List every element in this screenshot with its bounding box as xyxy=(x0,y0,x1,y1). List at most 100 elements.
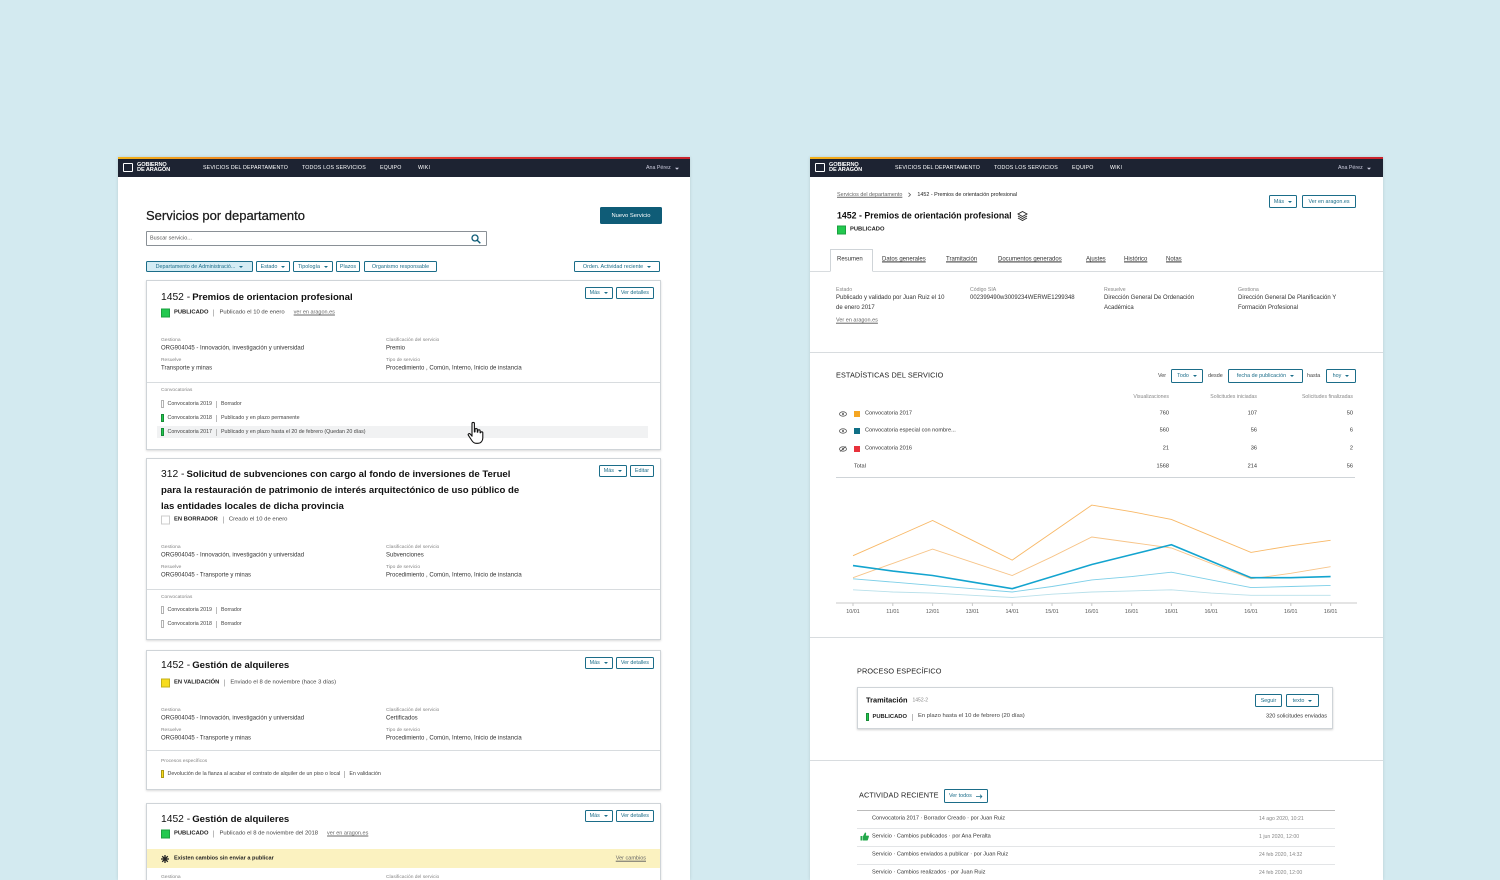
item-name: Convocatoria 2019 xyxy=(167,400,212,407)
x-tick-label: 16/01 xyxy=(1244,609,1258,615)
list-item[interactable]: Convocatoria 2019 Borrador xyxy=(161,400,242,408)
activity-text: Servicio · Cambios realizados · por Juan… xyxy=(872,869,986,876)
item-state: Publicado y en plazo hasta el 20 de febr… xyxy=(220,428,366,435)
nav-link[interactable]: SEVICIOS DEL DEPARTAMENTO xyxy=(203,164,288,171)
service-name: Solicitud de subvenciones con cargo al f… xyxy=(161,469,520,512)
x-tick-label: 15/01 xyxy=(1045,609,1059,615)
view-all-button[interactable]: Ver todos xyxy=(944,789,988,803)
breadcrumb-link[interactable]: Servicios del departamento xyxy=(837,191,903,198)
filter-select[interactable]: fecha de publicación xyxy=(1228,369,1303,383)
list-item[interactable]: Convocatoria 2018 Publicado y en plazo pe… xyxy=(161,414,300,422)
new-service-button[interactable]: Nuevo Servicio xyxy=(600,207,662,224)
filter-button[interactable]: Departamento de Administració... xyxy=(146,261,253,272)
service-number: 1452 - xyxy=(161,292,191,303)
user-menu[interactable]: Ana Pérez xyxy=(646,165,679,172)
card-button[interactable]: Más xyxy=(584,657,613,669)
banner-link[interactable]: Ver cambios xyxy=(615,855,646,862)
visibility-icon-part xyxy=(839,446,847,452)
logo-emblem xyxy=(815,163,825,172)
activity-date: 24 feb 2020, 12:00 xyxy=(1259,869,1303,876)
search-icon xyxy=(471,234,481,244)
list-item[interactable]: Convocatoria 2017 Publicado y en plazo ha… xyxy=(161,428,366,436)
logo: GOBIERNO DE ARAGÓN xyxy=(829,162,862,174)
card-actions: Más Ver detalles xyxy=(584,810,654,822)
follow-button[interactable]: Seguir xyxy=(1255,694,1282,707)
tab[interactable]: Documentos generados xyxy=(998,256,1062,263)
field-label: Resuelve xyxy=(161,565,182,571)
sort-button[interactable]: Orden. Actividad reciente xyxy=(574,261,660,272)
breadcrumb-current: 1452 - Premios de orientación profesiona… xyxy=(917,191,1018,198)
logo-line: GOBIERNO xyxy=(137,162,167,168)
nav-link[interactable]: EQUIPO xyxy=(1072,164,1094,171)
filter-button[interactable]: Organismo responsable xyxy=(364,261,437,272)
status-row: PUBLICADO xyxy=(837,225,884,235)
info-label: Gestiona xyxy=(1238,286,1259,293)
service-card: 312 - Solicitud de subvenciones con cargo… xyxy=(146,458,661,640)
series-swatch xyxy=(854,428,860,434)
status-label: EN BORRADOR xyxy=(174,516,218,523)
series-line xyxy=(852,589,1331,598)
card-button[interactable]: Más xyxy=(598,465,627,477)
card-button[interactable]: Ver detalles xyxy=(615,657,654,669)
service-card: 1452 - Premios de orientacion profesional… xyxy=(146,280,661,450)
separator xyxy=(911,713,913,721)
more-button[interactable]: Más xyxy=(1269,195,1297,208)
field-value: Procedimiento , Común, Interno, Inicio d… xyxy=(386,735,522,742)
tab[interactable]: Datos generales xyxy=(882,256,926,263)
list-item[interactable]: Convocatoria 2019 Borrador xyxy=(161,606,242,614)
visibility-icon-part xyxy=(839,411,847,417)
card-button[interactable]: Ver detalles xyxy=(615,287,654,299)
text-button[interactable]: texto xyxy=(1286,694,1319,707)
info-label: Código SIA xyxy=(970,286,997,293)
status-row: PUBLICADO Publicado el 8 de noviembre del… xyxy=(161,829,369,839)
nav-link[interactable]: WIKI xyxy=(1110,164,1123,171)
nav-link[interactable]: TODOS LOS SERVICIOS xyxy=(994,164,1058,171)
link[interactable]: ver en aragon.es xyxy=(327,830,369,837)
filter-select[interactable]: Todo xyxy=(1171,369,1203,383)
link[interactable]: ver en aragon.es xyxy=(293,309,335,316)
service-title: 1452 - Premios de orientación profesiona… xyxy=(837,210,1012,221)
status-row: EN VALIDACIÓN Enviado el 8 de noviembre (… xyxy=(161,678,336,688)
search-input[interactable]: Buscar servicio... xyxy=(146,231,487,246)
nav-link[interactable]: TODOS LOS SERVICIOS xyxy=(302,164,366,171)
tab[interactable]: Ajustes xyxy=(1086,256,1106,263)
card-button[interactable]: Más xyxy=(584,287,613,299)
card-button[interactable]: Editar xyxy=(629,465,654,477)
info-link[interactable]: Ver en aragon.es xyxy=(836,317,878,324)
status-indicator xyxy=(837,225,846,235)
filter-select[interactable]: hoy xyxy=(1326,369,1356,383)
tab[interactable]: Notas xyxy=(1166,256,1182,263)
filter-button[interactable]: Tipología xyxy=(293,261,333,272)
field-label: Resuelve xyxy=(161,728,182,734)
card-button[interactable]: Más xyxy=(584,810,613,822)
view-button[interactable]: Ver en aragon.es xyxy=(1302,195,1356,208)
tab[interactable]: Histórico xyxy=(1124,256,1148,263)
separator xyxy=(215,414,217,422)
service-name: Gestión de alquileres xyxy=(192,814,290,825)
tab[interactable]: Tramitación xyxy=(946,256,978,263)
field-value: Transporte y minas xyxy=(161,365,213,372)
separator xyxy=(224,679,226,687)
nav-link[interactable]: WIKI xyxy=(418,164,431,171)
card-button[interactable]: Ver detalles xyxy=(615,810,654,822)
tab[interactable]: Resumen xyxy=(837,256,863,263)
user-menu[interactable]: Ana Pérez xyxy=(1338,165,1371,172)
service-number: 312 - xyxy=(161,469,185,480)
total-label: Total xyxy=(854,463,866,470)
activity-text: Servicio · Cambios publicados · por Ana … xyxy=(872,833,991,840)
nav-link[interactable]: EQUIPO xyxy=(380,164,402,171)
chevron xyxy=(908,192,912,198)
filter-button[interactable]: Plazos xyxy=(336,261,360,272)
nav-link[interactable]: SEVICIOS DEL DEPARTAMENTO xyxy=(895,164,980,171)
list-item[interactable]: Convocatoria 2018 Borrador xyxy=(161,620,242,628)
status-label: EN VALIDACIÓN xyxy=(174,679,220,686)
search-placeholder: Buscar servicio... xyxy=(150,235,192,242)
service-detail-window: GOBIERNO DE ARAGÓN SEVICIOS DEL DEPARTAMEN… xyxy=(810,157,1383,880)
x-tick-label: 16/01 xyxy=(1284,609,1298,615)
line-chart: 10/01 11/01 12/01 13/01 14/01 15/01 16/01 16/01… xyxy=(836,504,1357,615)
separator xyxy=(222,516,224,524)
filter-button[interactable]: Estado xyxy=(256,261,290,272)
list-item[interactable]: Devolución de la fianza al acabar el con… xyxy=(161,770,381,778)
column-header: Visualizaciones xyxy=(1133,393,1169,400)
star-icon-part xyxy=(161,854,169,863)
